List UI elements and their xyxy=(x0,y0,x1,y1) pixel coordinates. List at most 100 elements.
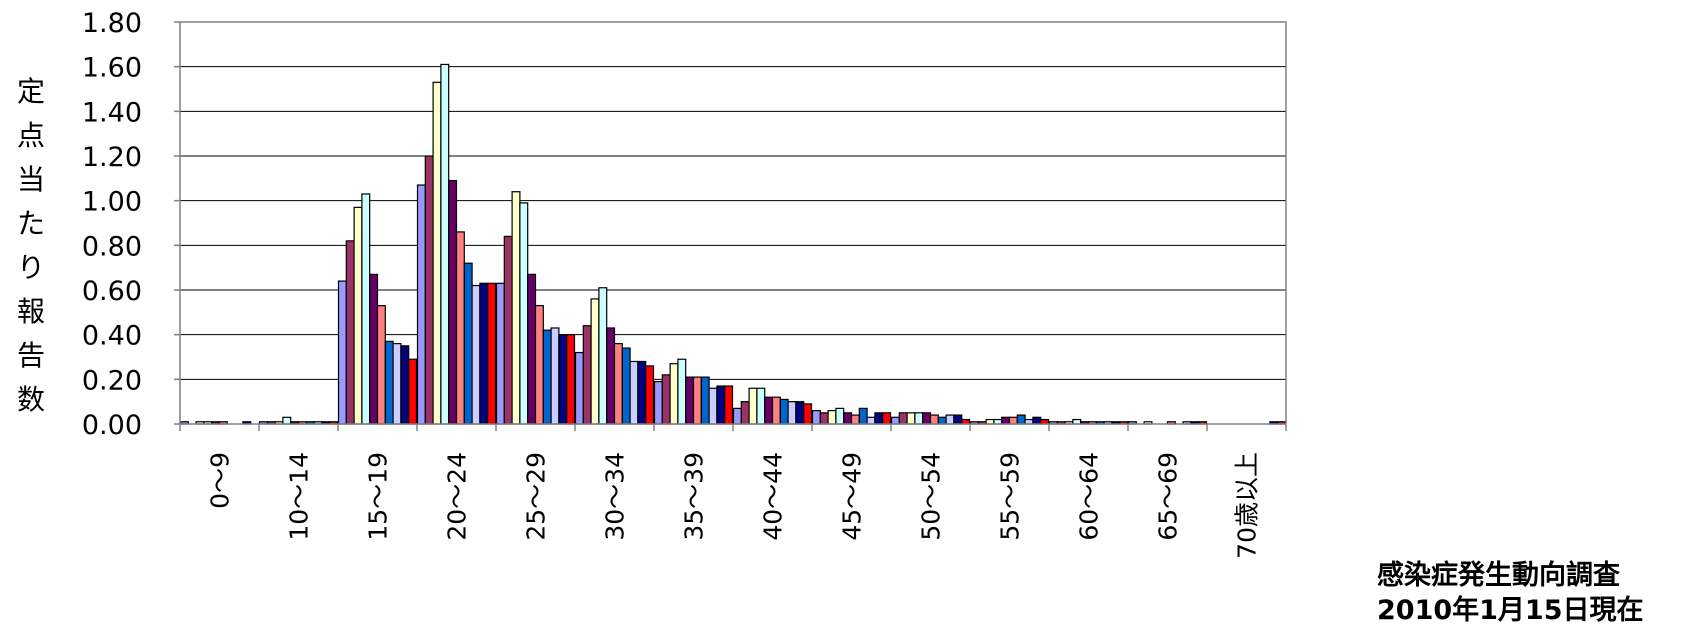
bar xyxy=(645,365,655,425)
bar xyxy=(566,334,576,425)
bar xyxy=(416,184,426,425)
x-axis-labels: 0～9 10～14 15～19 20～24 25～29 30～34 35～39 40～44 45… xyxy=(206,452,1262,559)
bar xyxy=(479,282,489,425)
bar xyxy=(527,273,537,425)
x-tick-label: 25～29 xyxy=(522,452,551,541)
bar xyxy=(708,387,718,425)
bar xyxy=(282,416,292,425)
bar xyxy=(448,179,458,425)
as-of-date: 2010年1月15日現在 xyxy=(1377,595,1644,626)
x-tick-label: 40～44 xyxy=(759,452,788,541)
x-tick-label: 10～14 xyxy=(285,452,314,541)
x-tick-label: 70歳以上 xyxy=(1233,452,1262,559)
x-tick-label: 45～49 xyxy=(838,452,867,541)
y-tick-label: 1.00 xyxy=(82,187,142,218)
bar xyxy=(471,284,481,425)
bar xyxy=(843,412,853,425)
bar xyxy=(621,347,631,425)
y-tick-label: 0.00 xyxy=(82,410,142,441)
bar xyxy=(1032,416,1042,425)
y-axis-ticks: 0.00 0.20 0.40 0.60 0.80 1.00 1.20 1.40 1.60 1.80 xyxy=(82,8,180,441)
x-tick-label: 50～54 xyxy=(917,452,946,541)
bar xyxy=(764,396,774,425)
bar xyxy=(724,385,734,425)
bar xyxy=(748,387,758,425)
bar xyxy=(945,414,955,425)
bar xyxy=(369,273,379,425)
bar xyxy=(787,401,797,425)
y-axis-label: 定点当たり報告数 xyxy=(16,75,45,416)
x-tick-label: 0～9 xyxy=(206,452,235,509)
bar xyxy=(803,403,813,425)
bar xyxy=(740,401,750,425)
plot-area-frame xyxy=(179,21,1287,425)
bar xyxy=(487,282,497,425)
bar xyxy=(811,410,821,425)
bar xyxy=(756,387,766,425)
bar xyxy=(866,416,876,425)
bar xyxy=(345,240,355,425)
bar xyxy=(511,191,521,425)
bar xyxy=(534,305,544,425)
bar xyxy=(503,235,513,425)
bar xyxy=(361,193,371,425)
bar xyxy=(613,343,623,425)
bar xyxy=(384,340,394,425)
bar xyxy=(732,407,742,425)
y-tick-label: 0.40 xyxy=(82,321,142,352)
y-tick-label: 1.80 xyxy=(82,8,142,39)
x-tick-label: 20～24 xyxy=(443,452,472,541)
bar xyxy=(669,363,679,425)
bar xyxy=(400,345,410,425)
bar xyxy=(629,360,639,425)
bar xyxy=(795,401,805,425)
bar xyxy=(424,155,434,425)
bar xyxy=(914,412,924,425)
bar xyxy=(598,287,608,425)
bar xyxy=(463,262,473,425)
bar xyxy=(1001,416,1011,425)
bar xyxy=(1016,414,1026,425)
bar xyxy=(1008,416,1018,425)
bar xyxy=(495,282,505,425)
bar xyxy=(432,81,442,425)
y-tick-label: 1.40 xyxy=(82,97,142,128)
bar xyxy=(677,358,687,425)
bar xyxy=(835,407,845,425)
y-tick-label: 0.60 xyxy=(82,276,142,307)
bar xyxy=(353,206,363,425)
bar xyxy=(685,376,695,425)
bars xyxy=(179,63,1287,425)
y-tick-label: 1.20 xyxy=(82,142,142,173)
bar xyxy=(661,374,671,425)
bar xyxy=(606,327,616,425)
bar xyxy=(874,412,884,425)
bar xyxy=(937,416,947,425)
bar xyxy=(929,414,939,425)
bar xyxy=(882,412,892,425)
bar xyxy=(898,412,908,425)
bar xyxy=(779,398,789,425)
bar xyxy=(542,329,552,425)
source-label: 感染症発生動向調査 xyxy=(1377,560,1620,591)
x-axis-ticks xyxy=(179,424,1287,431)
x-tick-label: 35～39 xyxy=(680,452,709,541)
bar xyxy=(827,410,837,425)
bar xyxy=(906,412,916,425)
bar xyxy=(922,412,932,425)
bar xyxy=(716,385,726,425)
bar xyxy=(408,358,418,425)
bar xyxy=(519,202,529,425)
bar xyxy=(700,376,710,425)
x-tick-label: 30～34 xyxy=(601,452,630,541)
bar xyxy=(850,414,860,425)
x-tick-label: 65～69 xyxy=(1154,452,1183,541)
y-tick-label: 0.20 xyxy=(82,365,142,396)
bar xyxy=(653,380,663,425)
bar xyxy=(890,416,900,425)
bar xyxy=(590,298,600,425)
bar xyxy=(440,63,450,425)
bar xyxy=(337,280,347,425)
bar xyxy=(455,231,465,425)
